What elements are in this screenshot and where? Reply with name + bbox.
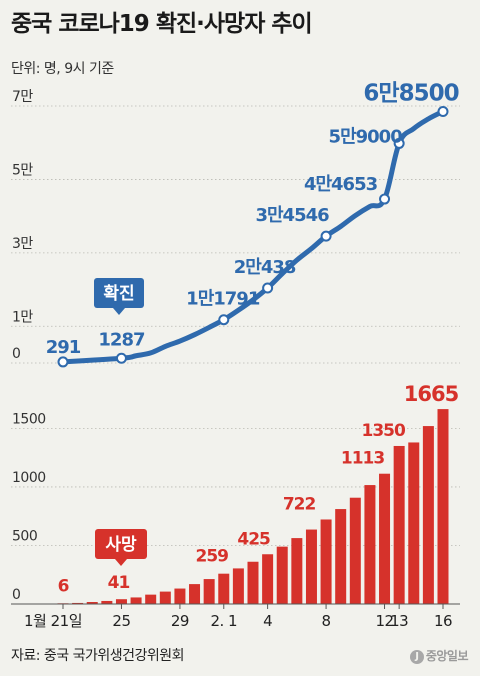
publisher-name: 중앙일보	[425, 649, 469, 663]
confirmed-y-tick-label: 0	[12, 346, 20, 362]
deaths-bar	[247, 561, 259, 604]
confirmed-data-label: 1만1791	[186, 289, 260, 310]
deaths-bar	[159, 591, 171, 604]
confirmed-data-label: 3만4546	[255, 205, 329, 226]
confirmed-data-label: 6만8500	[363, 81, 458, 107]
source-note: 자료: 중국 국가위생건강위원회	[11, 648, 185, 664]
deaths-bar	[232, 568, 244, 604]
deaths-bar	[291, 538, 303, 604]
deaths-bar	[393, 445, 405, 604]
confirmed-data-label: 5만9000	[329, 126, 403, 147]
deaths-bar	[72, 602, 84, 604]
deaths-bar	[276, 546, 288, 604]
x-tick-label: 16	[434, 612, 452, 630]
deaths-y-tick-label: 1000	[12, 470, 46, 486]
confirmed-tag-text: 확진	[103, 284, 134, 304]
deaths-bar	[320, 519, 332, 604]
deaths-bar	[437, 409, 449, 604]
confirmed-data-label: 291	[46, 337, 81, 358]
deaths-data-label: 722	[283, 494, 316, 514]
deaths-bar	[115, 599, 127, 604]
confirmed-data-labels: 291 1287 1만1791 2만438 3만4546 4만4653 5만9000 6만85…	[46, 81, 460, 368]
confirmed-marker	[393, 137, 405, 149]
confirmed-marker	[437, 106, 449, 118]
deaths-data-labels: 6 41 259 425 722 1113 1350 1665	[58, 382, 460, 596]
deaths-tag: 사망	[95, 529, 147, 566]
x-tick-label: 8	[322, 612, 331, 630]
confirmed-tag-pointer	[113, 308, 125, 315]
deaths-bar	[262, 554, 274, 604]
confirmed-y-tick-label: 3만	[12, 236, 33, 252]
deaths-y-tick-label: 500	[12, 528, 37, 544]
confirmed-marker	[57, 356, 69, 368]
deaths-bar	[335, 509, 347, 604]
confirmed-marker	[379, 193, 391, 205]
confirmed-marker	[262, 282, 274, 294]
deaths-y-tick-label: 0	[12, 587, 20, 603]
deaths-bar	[203, 579, 215, 604]
confirmed-y-tick-label: 1만	[12, 309, 33, 325]
x-tick-label: 13	[390, 612, 408, 630]
confirmed-y-tick-label: 5만	[12, 162, 33, 178]
deaths-bar	[101, 600, 113, 604]
deaths-bars	[57, 409, 449, 604]
deaths-bar	[145, 594, 157, 604]
deaths-data-label: 1665	[404, 382, 459, 406]
deaths-tag-pointer	[115, 559, 127, 566]
confirmed-line-series	[60, 109, 446, 365]
deaths-data-label: 41	[108, 573, 130, 593]
page-title: 중국 코로나19 확진·사망자 추이	[11, 11, 313, 37]
x-tick-label: 12	[375, 612, 393, 630]
confirmed-data-label: 2만438	[234, 257, 296, 278]
deaths-data-label: 1113	[341, 449, 384, 469]
publisher-logo: J 중앙일보	[409, 647, 469, 664]
unit-note: 단위: 명, 9시 기준	[11, 61, 114, 77]
publisher-logo-icon: J	[409, 649, 424, 664]
confirmed-tag: 확진	[94, 278, 144, 315]
deaths-bar	[379, 473, 391, 604]
confirmed-marker	[115, 352, 127, 364]
confirmed-data-label: 1287	[98, 329, 145, 350]
confirmed-y-tick-label: 7만	[12, 89, 33, 105]
deaths-bar	[174, 588, 186, 604]
confirmed-data-label: 4만4653	[304, 174, 378, 195]
deaths-bar	[218, 573, 230, 604]
deaths-data-label: 6	[58, 576, 69, 596]
deaths-data-label: 259	[196, 547, 229, 567]
confirmed-tag-box	[94, 278, 144, 308]
deaths-bar	[422, 426, 434, 604]
deaths-bar	[408, 442, 420, 604]
deaths-y-tick-label: 1500	[12, 411, 46, 427]
deaths-bar	[189, 584, 201, 604]
deaths-bar	[364, 485, 376, 604]
x-tick-label: 4	[263, 612, 272, 630]
confirmed-line	[60, 109, 446, 365]
deaths-bar	[305, 529, 317, 604]
deaths-data-label: 1350	[361, 421, 405, 441]
deaths-tag-text: 사망	[105, 535, 137, 555]
deaths-bar	[349, 497, 361, 604]
x-tick-label: 1월 21일	[24, 612, 82, 630]
deaths-data-label: 425	[237, 529, 270, 549]
confirmed-marker	[320, 230, 332, 242]
deaths-bar	[86, 602, 98, 604]
x-tick-label: 25	[112, 612, 130, 630]
x-tick-label: 2. 1	[210, 612, 237, 630]
deaths-tag-box	[95, 529, 147, 559]
x-tick-label: 29	[171, 612, 189, 630]
deaths-bar	[130, 597, 142, 604]
confirmed-marker	[218, 314, 230, 326]
confirmed-gridlines: 0 1만 3만 5만 7만	[11, 89, 460, 364]
